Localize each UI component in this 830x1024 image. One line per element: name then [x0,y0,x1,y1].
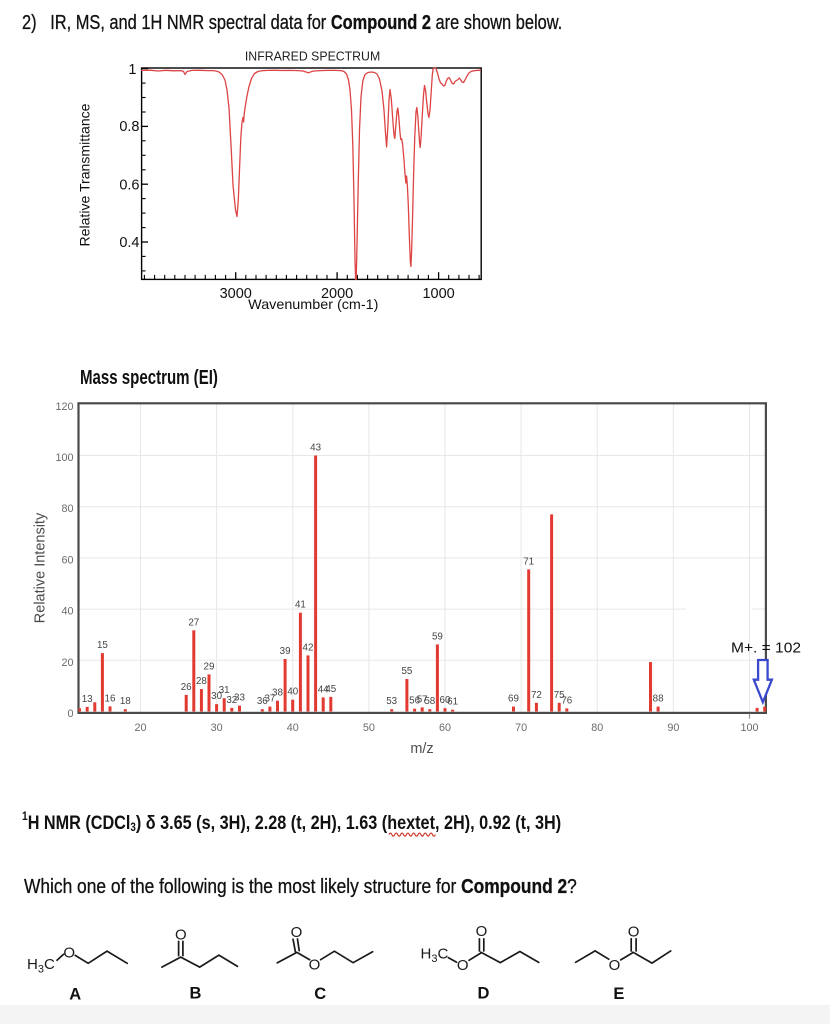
svg-text:59: 59 [432,631,443,642]
svg-text:Wavenumber (cm-1): Wavenumber (cm-1) [248,296,378,312]
svg-text:60: 60 [440,695,451,706]
svg-text:H3C: H3C [27,956,55,976]
svg-text:3000: 3000 [220,286,252,302]
svg-text:0: 0 [67,708,73,720]
svg-text:1000: 1000 [422,286,454,302]
svg-text:53: 53 [386,696,397,707]
svg-text:56: 56 [409,696,420,707]
svg-text:41: 41 [295,600,306,611]
svg-text:55: 55 [401,666,412,677]
svg-text:71: 71 [523,556,534,567]
svg-text:0.4: 0.4 [119,235,139,251]
svg-text:29: 29 [204,661,215,672]
svg-text:M+. = 102: M+. = 102 [731,640,801,657]
svg-text:27: 27 [188,617,199,628]
svg-text:75: 75 [554,690,565,701]
svg-text:43: 43 [310,443,321,454]
svg-text:A: A [69,985,81,1003]
svg-text:O: O [63,945,75,962]
svg-text:18: 18 [120,696,131,707]
svg-text:B: B [189,985,201,1003]
svg-text:E: E [613,985,624,1003]
svg-text:m/z: m/z [410,741,433,757]
svg-text:88: 88 [653,694,664,705]
svg-text:69: 69 [508,694,519,705]
svg-text:15: 15 [97,640,108,651]
svg-text:20: 20 [134,722,146,734]
svg-text:0.6: 0.6 [119,177,139,193]
svg-text:31: 31 [219,685,230,696]
svg-text:16: 16 [105,693,116,704]
svg-text:13: 13 [82,694,93,705]
svg-text:37: 37 [264,694,275,705]
svg-text:Relative Intensity: Relative Intensity [33,512,49,623]
svg-text:42: 42 [303,642,314,653]
svg-text:40: 40 [287,722,299,734]
svg-text:70: 70 [515,722,527,734]
svg-text:O: O [609,957,621,974]
svg-text:O: O [476,923,488,940]
svg-text:20: 20 [61,657,73,669]
svg-text:30: 30 [211,722,223,734]
svg-text:100: 100 [55,452,73,464]
svg-text:40: 40 [61,606,73,618]
svg-text:1: 1 [128,62,136,78]
svg-text:40: 40 [287,687,298,698]
svg-text:72: 72 [531,690,542,701]
svg-text:76: 76 [561,695,572,706]
svg-text:26: 26 [181,682,192,693]
svg-text:44: 44 [318,684,329,695]
svg-text:30: 30 [211,691,222,702]
svg-text:60: 60 [61,554,73,566]
svg-text:D: D [477,984,489,1002]
svg-text:INFRARED SPECTRUM: INFRARED SPECTRUM [245,49,380,64]
svg-text:C: C [314,985,326,1003]
svg-text:38: 38 [272,688,283,699]
svg-text:60: 60 [439,722,451,734]
svg-text:O: O [628,923,640,940]
svg-text:28: 28 [196,676,207,687]
svg-text:58: 58 [424,696,435,707]
svg-text:80: 80 [591,722,603,734]
svg-text:32: 32 [226,695,237,706]
svg-text:H3C: H3C [421,945,449,965]
svg-text:90: 90 [667,722,679,734]
svg-text:2000: 2000 [321,286,353,302]
svg-text:0.8: 0.8 [119,119,139,135]
svg-text:80: 80 [61,503,73,515]
svg-text:120: 120 [55,401,73,413]
svg-text:39: 39 [280,646,291,657]
svg-text:O: O [175,926,187,943]
svg-text:57: 57 [417,694,428,705]
svg-text:Relative Transmittance: Relative Transmittance [77,103,93,246]
svg-text:33: 33 [234,693,245,704]
svg-text:O: O [309,956,321,973]
svg-text:O: O [457,957,469,974]
svg-text:45: 45 [325,684,336,695]
svg-text:100: 100 [740,722,758,734]
svg-text:36: 36 [257,696,268,707]
svg-text:61: 61 [447,697,458,708]
svg-text:50: 50 [363,722,375,734]
svg-text:O: O [291,924,303,941]
